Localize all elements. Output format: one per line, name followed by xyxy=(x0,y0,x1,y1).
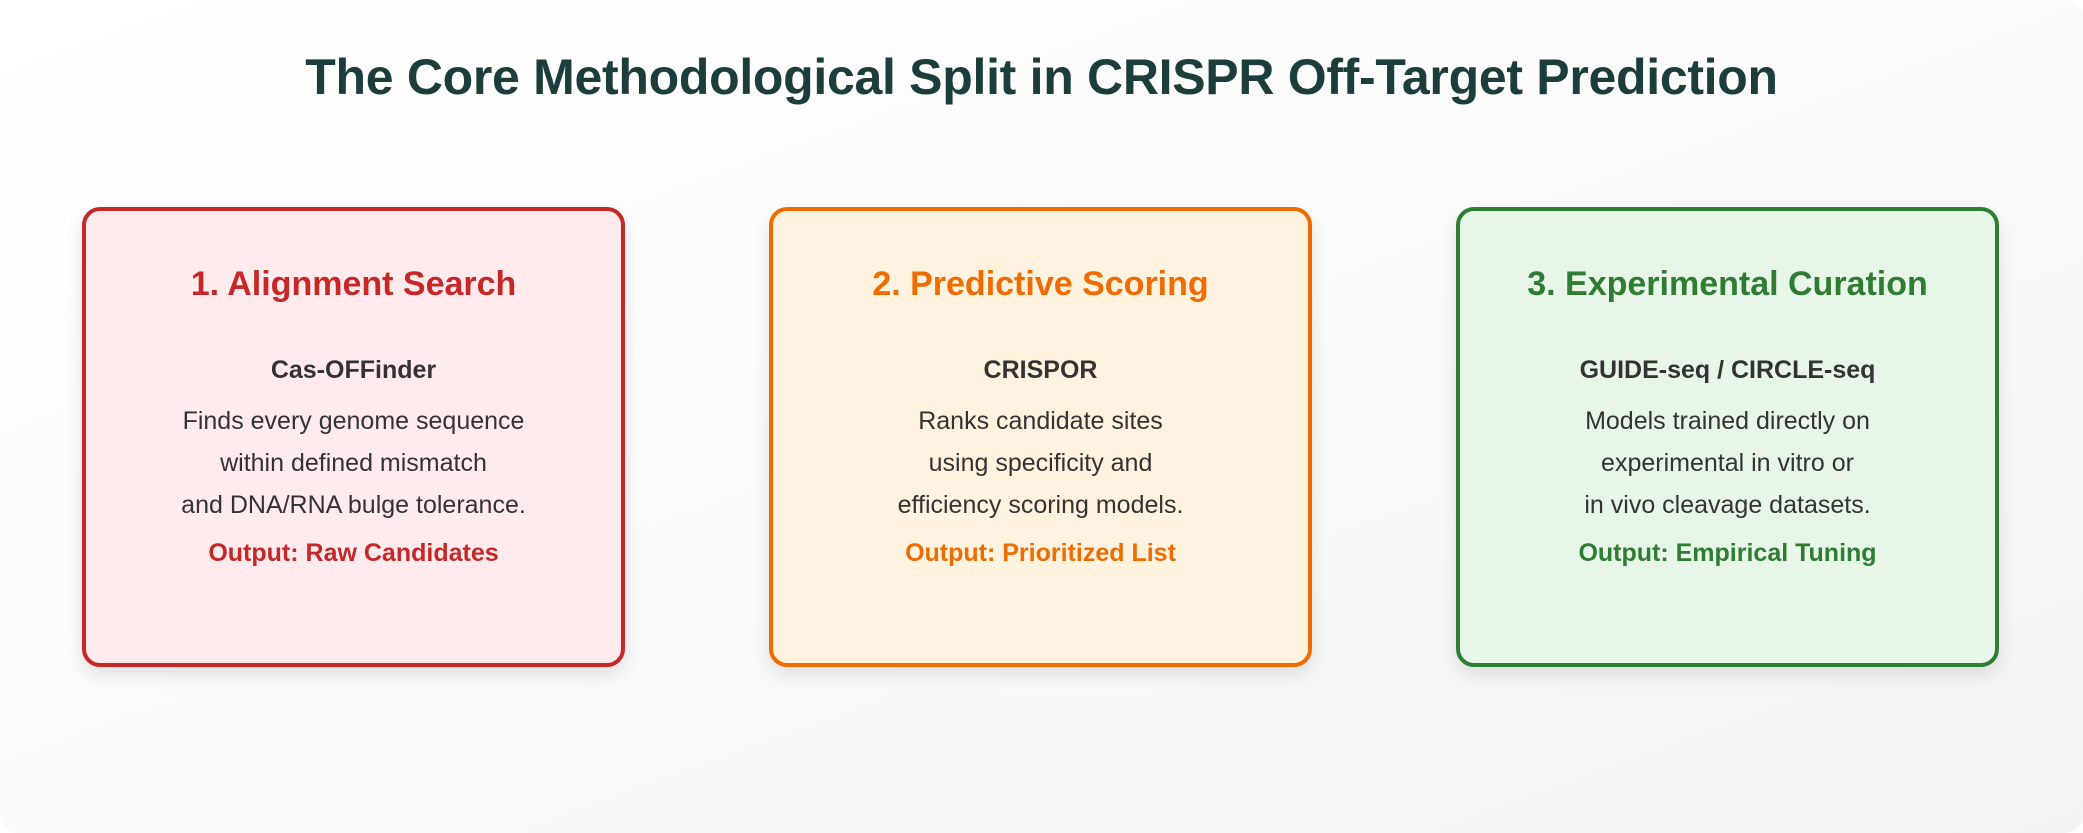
page-title: The Core Methodological Split in CRISPR … xyxy=(305,49,1778,105)
card-description-line: Models trained directly on xyxy=(1585,407,1870,435)
card-description: Finds every genome sequence within defin… xyxy=(86,400,621,526)
card-description-line: in vivo cleavage datasets. xyxy=(1584,491,1871,519)
card-description-line: using specificity and xyxy=(928,449,1153,477)
card-description: Models trained directly on experimental … xyxy=(1460,400,1995,526)
card-tool-name: Cas-OFFinder xyxy=(270,356,437,384)
card-output: Output: Raw Candidates xyxy=(208,539,499,567)
card-description-line: and DNA/RNA bulge tolerance. xyxy=(181,491,526,519)
card-description-line: experimental in vitro or xyxy=(1601,449,1854,477)
card-experimental-curation: 3. Experimental Curation GUIDE-seq / CIR… xyxy=(1456,207,1999,667)
card-heading: 3. Experimental Curation xyxy=(1527,265,1928,303)
card-alignment-search: 1. Alignment Search Cas-OFFinder Finds e… xyxy=(82,207,625,667)
card-heading: 2. Predictive Scoring xyxy=(872,265,1209,303)
card-output: Output: Prioritized List xyxy=(905,539,1176,567)
card-tool-name: CRISPOR xyxy=(983,356,1098,384)
card-description-line: Ranks candidate sites xyxy=(918,407,1163,435)
card-heading: 1. Alignment Search xyxy=(190,265,517,303)
card-description-line: Finds every genome sequence xyxy=(182,407,525,435)
card-output: Output: Empirical Tuning xyxy=(1578,539,1877,567)
card-tool-name: GUIDE-seq / CIRCLE-seq xyxy=(1579,356,1876,384)
card-predictive-scoring: 2. Predictive Scoring CRISPOR Ranks cand… xyxy=(769,207,1312,667)
card-description: Ranks candidate sites using specificity … xyxy=(773,400,1308,526)
card-description-line: within defined mismatch xyxy=(220,449,487,477)
card-description-line: efficiency scoring models. xyxy=(897,491,1184,519)
